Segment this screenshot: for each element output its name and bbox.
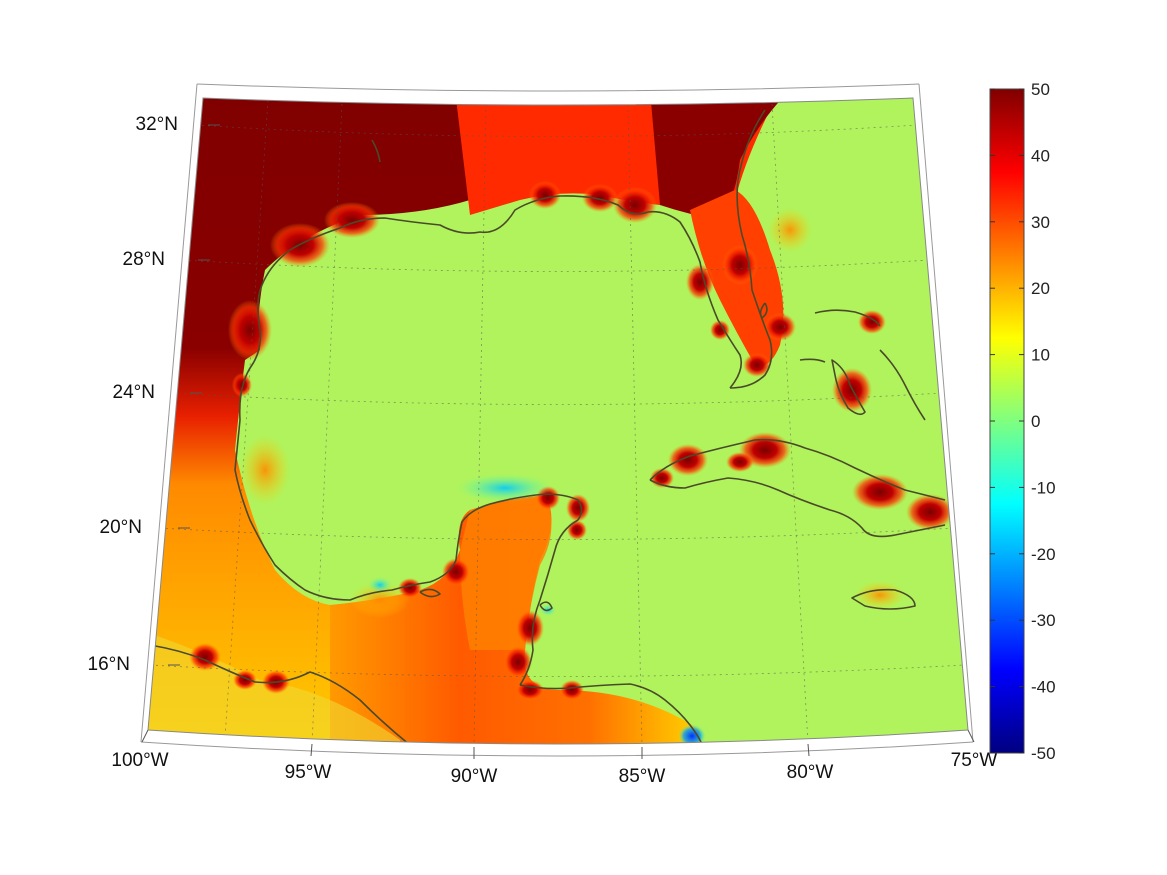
longitude-labels: 100°W 95°W 90°W 85°W 80°W 75°W <box>111 750 997 787</box>
lon-label: 80°W <box>787 762 834 783</box>
colorbar-label: 0 <box>1031 412 1040 431</box>
map-frame <box>147 97 969 745</box>
lon-label: 75°W <box>951 750 998 771</box>
lat-label: 20°N <box>100 517 142 538</box>
lat-label: 28°N <box>123 249 165 270</box>
colorbar-label: 30 <box>1031 213 1050 232</box>
colorbar-label: -40 <box>1031 678 1056 697</box>
colorbar-label: -30 <box>1031 611 1056 630</box>
coastlines <box>149 109 946 744</box>
colorbar-label: -10 <box>1031 478 1056 497</box>
lon-label: 85°W <box>619 766 666 787</box>
colorbar-label: -50 <box>1031 744 1056 763</box>
colorbar-label: 20 <box>1031 279 1050 298</box>
lon-label: 90°W <box>451 766 498 787</box>
lat-label: 32°N <box>136 114 178 135</box>
lat-label: 24°N <box>113 382 155 403</box>
lon-label: 95°W <box>285 762 332 783</box>
map-area <box>148 98 968 744</box>
lon-label: 100°W <box>111 750 168 771</box>
colorbar: 50 40 30 20 10 0 -10 -20 -30 -40 -50 <box>989 80 1056 763</box>
colorbar-gradient <box>989 88 1025 754</box>
colorbar-label: 40 <box>1031 146 1050 165</box>
colorbar-label: 10 <box>1031 346 1050 365</box>
lat-label: 16°N <box>88 654 130 675</box>
latitude-labels: 16°N 20°N 24°N 28°N 32°N <box>88 114 178 675</box>
graticule <box>149 99 965 744</box>
colorbar-label: 50 <box>1031 80 1050 99</box>
colorbar-label: -20 <box>1031 545 1056 564</box>
